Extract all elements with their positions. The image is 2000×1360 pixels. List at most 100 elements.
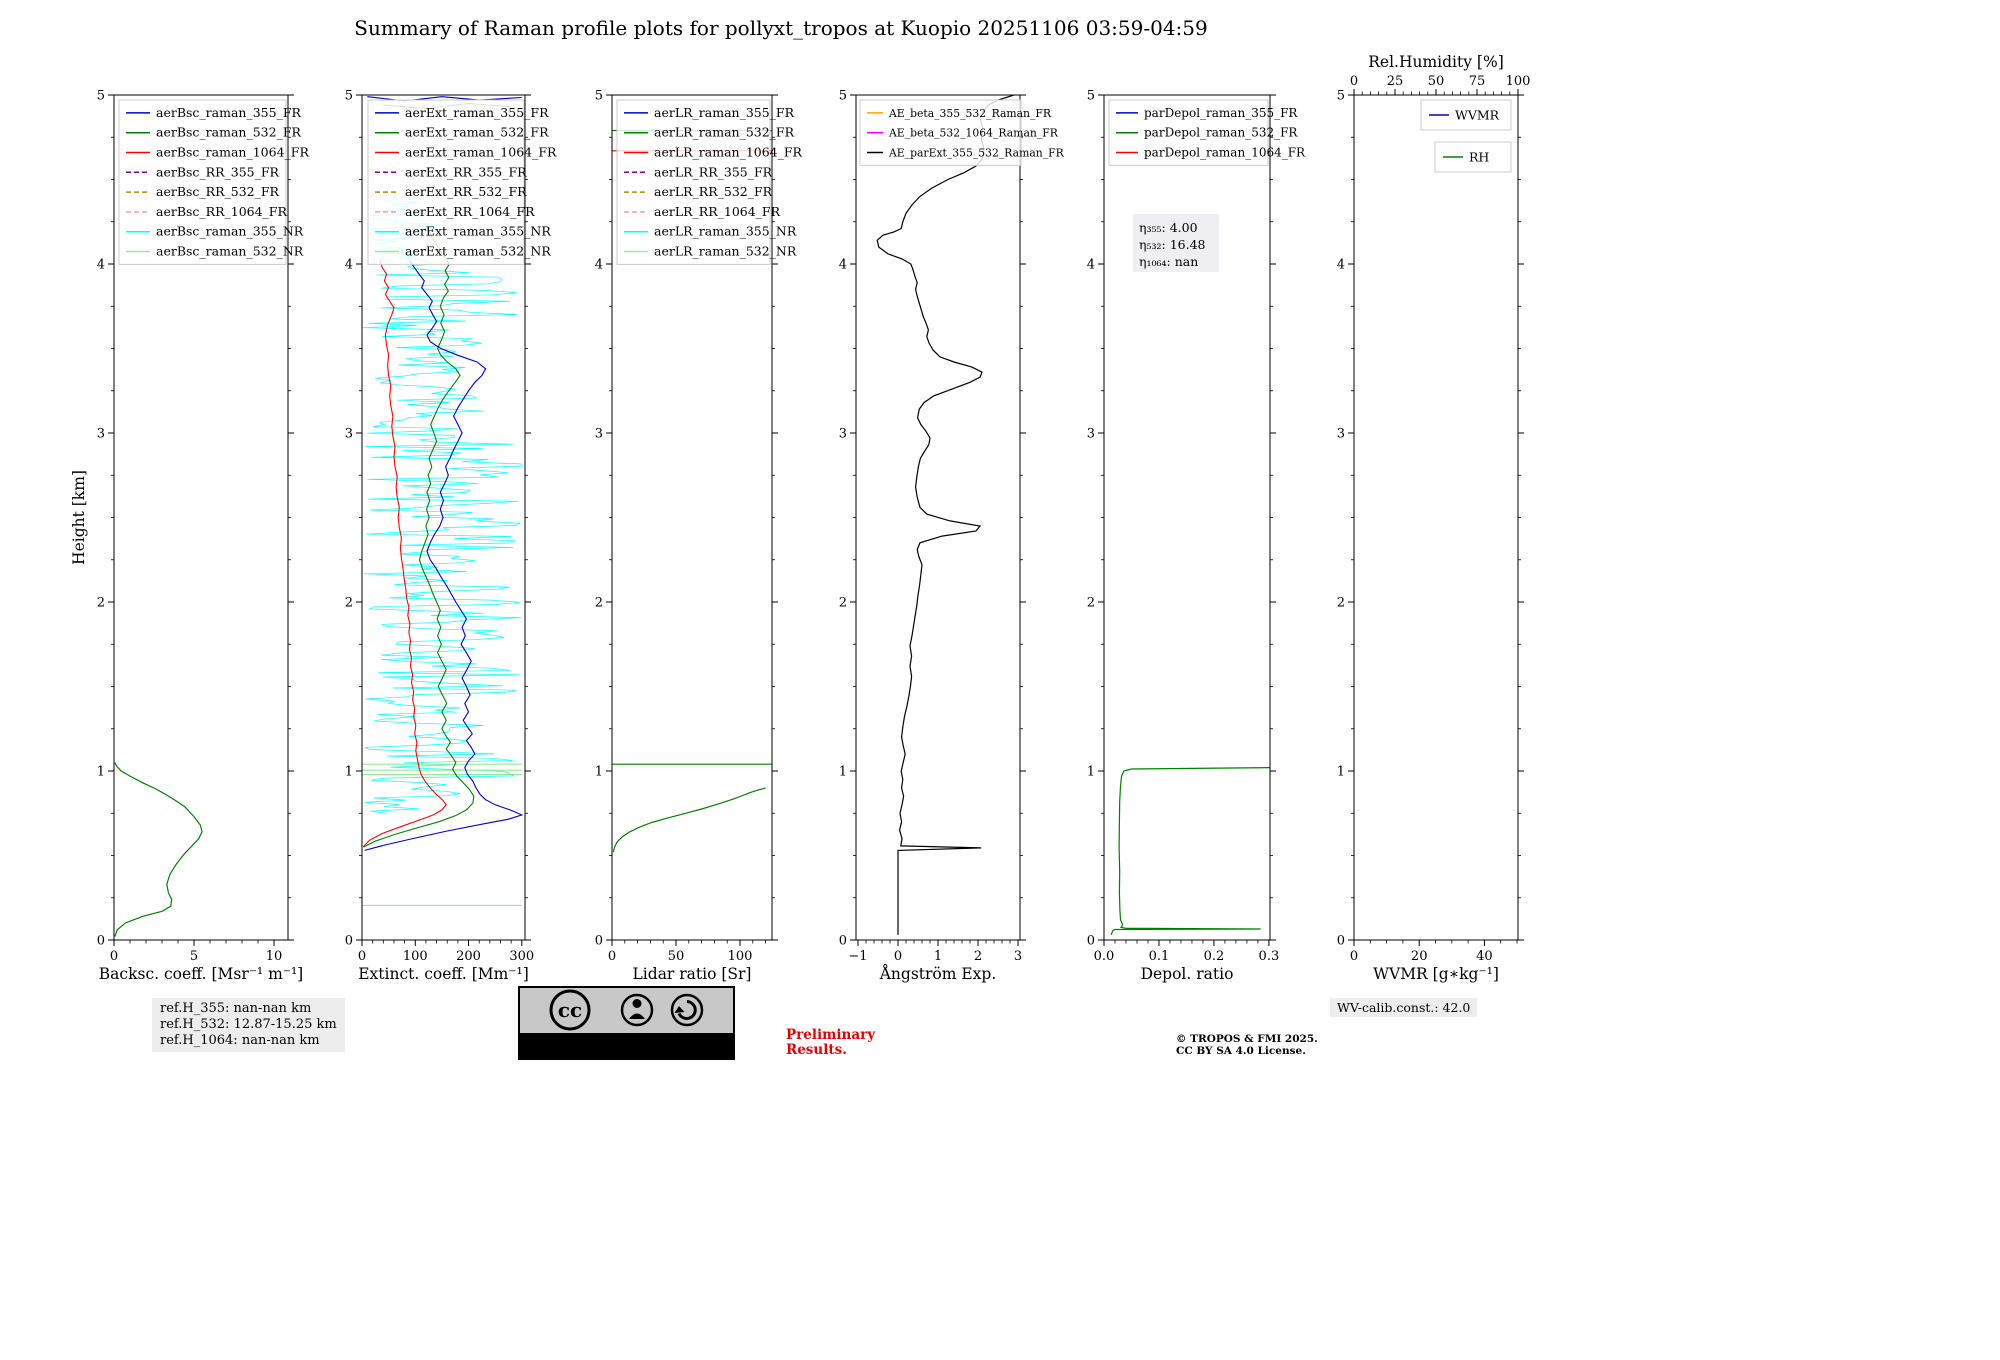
y-tick-label: 2 bbox=[839, 596, 847, 611]
legend-label: aerExt_raman_532_NR bbox=[405, 244, 551, 259]
legend-label: aerLR_raman_355_NR bbox=[654, 224, 797, 239]
series-layer bbox=[362, 96, 524, 906]
y-tick-label: 5 bbox=[595, 89, 603, 104]
share-alike-icon bbox=[670, 993, 704, 1027]
legend: WVMR RH bbox=[1420, 99, 1512, 173]
legend-label: RH bbox=[1469, 150, 1489, 165]
eta-annotation-line: η₃₅₅: 4.00 bbox=[1139, 220, 1198, 235]
legend-label: aerBsc_RR_355_FR bbox=[156, 164, 280, 179]
y-tick-label: 5 bbox=[1337, 89, 1345, 104]
x-tick-label: 0.1 bbox=[1149, 949, 1170, 964]
y-tick-label: 1 bbox=[345, 765, 353, 780]
x-axis-label: WVMR [g∗kg⁻¹] bbox=[1373, 965, 1499, 983]
y-tick-label: 1 bbox=[97, 765, 105, 780]
legend: aerExt_raman_355_FR aerExt_raman_532_FRae… bbox=[367, 99, 557, 265]
legend-label: aerLR_raman_532_NR bbox=[654, 244, 797, 259]
series-AE_parExt_355_532_Raman_FR bbox=[876, 95, 1015, 935]
legend-label: aerExt_RR_532_FR bbox=[405, 184, 527, 199]
legend: AE_beta_355_532_Raman_FR AE_beta_532_1064… bbox=[859, 99, 1065, 166]
cc-by-sa-license-badge: cc BY SA bbox=[518, 986, 735, 1060]
ref-h-1064: ref.H_1064: nan-nan km bbox=[160, 1033, 320, 1048]
x-axis-label: Lidar ratio [Sr] bbox=[633, 965, 752, 983]
eta-annotation-line: η₁₀₆₄: nan bbox=[1139, 254, 1198, 269]
share-alike-arrow-arc bbox=[677, 1000, 697, 1020]
y-tick-label: 2 bbox=[1337, 596, 1345, 611]
x-tick-label: 0.3 bbox=[1259, 949, 1280, 964]
legend-label: aerLR_RR_532_FR bbox=[654, 184, 773, 199]
legend-label: aerLR_raman_1064_FR bbox=[654, 145, 803, 160]
x-axis-label: Backsc. coeff. [Msr⁻¹ m⁻¹] bbox=[99, 965, 303, 983]
legend-label: parDepol_raman_532_FR bbox=[1144, 126, 1298, 140]
legend-label: aerLR_raman_355_FR bbox=[654, 105, 795, 120]
copyright-note: © TROPOS & FMI 2025. CC BY SA 4.0 Licens… bbox=[1176, 1033, 1318, 1057]
x-tick-label: 0 bbox=[1350, 949, 1358, 964]
copyright-line-1: © TROPOS & FMI 2025. bbox=[1176, 1033, 1318, 1045]
y-tick-label: 0 bbox=[839, 934, 847, 949]
eta-annotation: η₃₅₅: 4.00 η₅₃₂: 16.48 η₁₀₆₄: nan bbox=[1133, 214, 1219, 272]
top-tick-label: 0 bbox=[1350, 74, 1358, 89]
x-tick-label: 0.2 bbox=[1204, 949, 1225, 964]
series-aerExt_raman_532_FR bbox=[363, 223, 475, 848]
series-aerLR_raman_532_FR bbox=[612, 787, 766, 853]
preliminary-line-2: Results. bbox=[786, 1042, 847, 1058]
axis-ticks: 0 1 2 3 4 5 0 5 10 bbox=[97, 89, 294, 964]
legend-label: parDepol_raman_1064_FR bbox=[1144, 146, 1306, 160]
y-tick-label: 3 bbox=[1087, 427, 1095, 442]
share-alike-arrow-head bbox=[674, 1006, 685, 1013]
preliminary-results-note: Preliminary Results. bbox=[786, 1028, 875, 1058]
x-tick-label: 100 bbox=[403, 949, 428, 964]
y-tick-label: 1 bbox=[1337, 765, 1345, 780]
x-tick-label: 5 bbox=[190, 949, 198, 964]
x-tick-label: 0 bbox=[358, 949, 366, 964]
top-tick-label: 50 bbox=[1428, 74, 1445, 89]
x-tick-label: 100 bbox=[728, 949, 753, 964]
x-tick-label: 0.0 bbox=[1094, 949, 1115, 964]
legend-label: parDepol_raman_355_FR bbox=[1144, 106, 1298, 120]
legend-label: aerExt_RR_355_FR bbox=[405, 164, 527, 179]
person-head bbox=[632, 999, 642, 1008]
x-axis-label: Depol. ratio bbox=[1141, 965, 1234, 983]
y-tick-label: 0 bbox=[595, 934, 603, 949]
wv-calibration-constant-box: WV-calib.const.: 42.0 bbox=[1330, 998, 1478, 1017]
ref-h-532: ref.H_532: 12.87-15.25 km bbox=[160, 1017, 337, 1032]
legend: aerBsc_raman_355_FR aerBsc_raman_532_FRae… bbox=[118, 99, 309, 265]
y-tick-label: 5 bbox=[1087, 89, 1095, 104]
series-parDepol_raman_532_FR bbox=[1110, 767, 1270, 936]
series-aerExt_raman_355_FR bbox=[364, 260, 524, 851]
axis-ticks: 0 1 2 3 4 5 0 100 200 300 bbox=[345, 89, 534, 965]
x-tick-label: 2 bbox=[974, 949, 982, 964]
series-layer bbox=[114, 762, 203, 937]
y-tick-label: 4 bbox=[595, 258, 603, 273]
y-tick-label: 3 bbox=[345, 427, 353, 442]
legend-label: aerExt_raman_532_FR bbox=[405, 125, 549, 140]
y-axis-label: Height [km] bbox=[70, 470, 88, 565]
attribution-person-icon bbox=[620, 993, 654, 1027]
y-tick-label: 4 bbox=[1087, 258, 1095, 273]
legend-label: aerLR_RR_355_FR bbox=[654, 164, 773, 179]
legend-label: aerLR_raman_532_FR bbox=[654, 125, 795, 140]
cc-by-label: BY bbox=[616, 1038, 639, 1056]
y-tick-label: 5 bbox=[345, 89, 353, 104]
legend-label: aerBsc_raman_355_NR bbox=[156, 224, 304, 239]
figure-title: Summary of Raman profile plots for polly… bbox=[354, 16, 1208, 40]
y-tick-label: 0 bbox=[1087, 934, 1095, 949]
reference-heights-box: ref.H_355: nan-nan km ref.H_532: 12.87-1… bbox=[152, 998, 345, 1052]
preliminary-line-1: Preliminary bbox=[786, 1027, 876, 1043]
y-tick-label: 5 bbox=[839, 89, 847, 104]
x-tick-label: 10 bbox=[266, 949, 283, 964]
y-tick-label: 2 bbox=[1087, 596, 1095, 611]
y-tick-label: 4 bbox=[839, 258, 847, 273]
legend-label: aerLR_RR_1064_FR bbox=[654, 204, 781, 219]
y-tick-label: 0 bbox=[345, 934, 353, 949]
cc-icon bbox=[549, 989, 591, 1031]
series-aerBsc_raman_532_FR bbox=[114, 762, 203, 937]
x-tick-label: 20 bbox=[1411, 949, 1428, 964]
y-tick-label: 0 bbox=[97, 934, 105, 949]
eta-annotation-line: η₅₃₂: 16.48 bbox=[1139, 237, 1206, 252]
x-tick-label: 1 bbox=[934, 949, 942, 964]
series-layer bbox=[876, 95, 1015, 935]
